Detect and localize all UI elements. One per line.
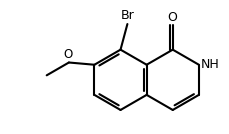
Text: NH: NH xyxy=(199,58,218,71)
Text: O: O xyxy=(63,48,72,61)
Text: O: O xyxy=(166,11,176,24)
Text: Br: Br xyxy=(120,10,134,23)
